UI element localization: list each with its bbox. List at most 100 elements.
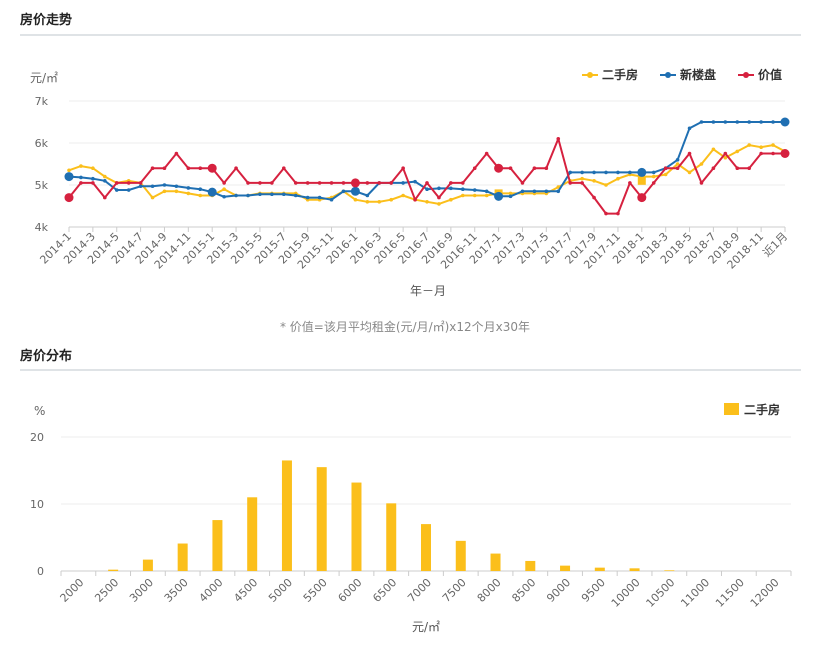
data-point [628, 170, 632, 175]
x-tick-label: 2000 [58, 576, 87, 605]
data-point [675, 162, 680, 166]
x-tick-label: 9000 [544, 576, 573, 605]
data-point [138, 184, 143, 189]
data-point [353, 197, 358, 202]
data-point [651, 170, 656, 175]
highlight-marker [207, 163, 217, 173]
data-point [532, 166, 537, 170]
data-point [592, 170, 596, 175]
data-point [580, 170, 584, 175]
data-point [449, 181, 453, 185]
data-point [186, 186, 191, 190]
data-point [616, 170, 620, 175]
data-point [305, 181, 310, 185]
data-point [675, 166, 680, 170]
y-tick-label: 4k [35, 221, 49, 234]
legend-swatch-dot [587, 72, 593, 78]
highlight-marker [64, 172, 74, 182]
data-point [568, 170, 572, 175]
data-point [556, 185, 561, 189]
data-point [723, 151, 728, 156]
data-point [293, 193, 298, 198]
data-point [532, 189, 537, 194]
bar [421, 524, 431, 571]
data-point [580, 176, 584, 181]
x-tick-label: 2500 [92, 576, 121, 605]
data-point [425, 200, 429, 204]
data-point [401, 181, 405, 185]
data-point [282, 192, 286, 197]
data-point [508, 194, 513, 199]
data-point [687, 151, 692, 156]
x-tick-label: 10000 [609, 576, 643, 610]
data-point [317, 181, 322, 185]
data-point [91, 166, 95, 170]
data-point [103, 179, 107, 183]
data-point [186, 191, 191, 196]
data-point [150, 166, 155, 170]
data-point [365, 181, 370, 185]
bar [177, 543, 188, 571]
data-point [759, 151, 763, 156]
data-point [138, 181, 143, 185]
highlight-marker [350, 178, 360, 188]
data-point [616, 211, 620, 216]
data-point [222, 187, 226, 191]
data-point [735, 149, 740, 154]
bar [351, 482, 362, 571]
bar [316, 467, 327, 571]
data-point [687, 170, 692, 175]
data-point [520, 181, 525, 185]
data-point [604, 183, 608, 187]
highlight-marker [780, 149, 790, 158]
highlight-marker [780, 117, 790, 127]
data-point [91, 181, 95, 185]
data-point [365, 200, 370, 204]
section-title-distribution: 房价分布 [20, 349, 73, 364]
data-point [484, 151, 489, 156]
section-title-trend: 房价走势 [20, 13, 73, 28]
bar [212, 520, 223, 571]
section-divider-trend [20, 34, 801, 36]
data-point [222, 194, 226, 199]
x-tick-label: 11000 [678, 576, 712, 610]
legend-label: 二手房 [744, 402, 780, 417]
data-point [711, 166, 716, 170]
bar [594, 567, 605, 571]
data-point [103, 195, 107, 200]
data-point [162, 189, 167, 194]
data-point [604, 211, 608, 216]
data-point [663, 172, 668, 177]
x-tick-label: 4000 [197, 576, 226, 605]
data-point [114, 181, 119, 185]
data-point [234, 193, 238, 198]
data-point [711, 147, 716, 152]
data-point [282, 166, 286, 170]
bar [664, 570, 675, 571]
data-point [484, 189, 489, 194]
data-point [425, 187, 429, 191]
y-axis-unit-label: 元/㎡ [30, 71, 58, 85]
data-point [699, 181, 704, 185]
bar [108, 569, 119, 571]
x-tick-label: 11500 [713, 576, 747, 610]
data-point [735, 120, 740, 124]
price-trend-chart: 元/㎡4k5k6k7k2014-12014-32014-52014-72014-… [30, 67, 790, 298]
y-tick-label: 0 [37, 565, 44, 578]
data-point [461, 181, 465, 185]
data-point [79, 164, 83, 168]
x-tick-label: 12000 [748, 576, 782, 610]
data-point [771, 143, 775, 147]
highlight-marker [350, 186, 360, 196]
data-point [174, 151, 179, 156]
data-point [687, 126, 692, 131]
data-point [377, 181, 382, 185]
highlight-marker [637, 176, 646, 185]
x-tick-label: 6000 [336, 576, 365, 605]
data-point [413, 197, 417, 202]
x-tick-label: 10500 [644, 576, 678, 610]
data-point [389, 197, 394, 202]
bar [490, 553, 501, 571]
data-point [461, 187, 465, 191]
